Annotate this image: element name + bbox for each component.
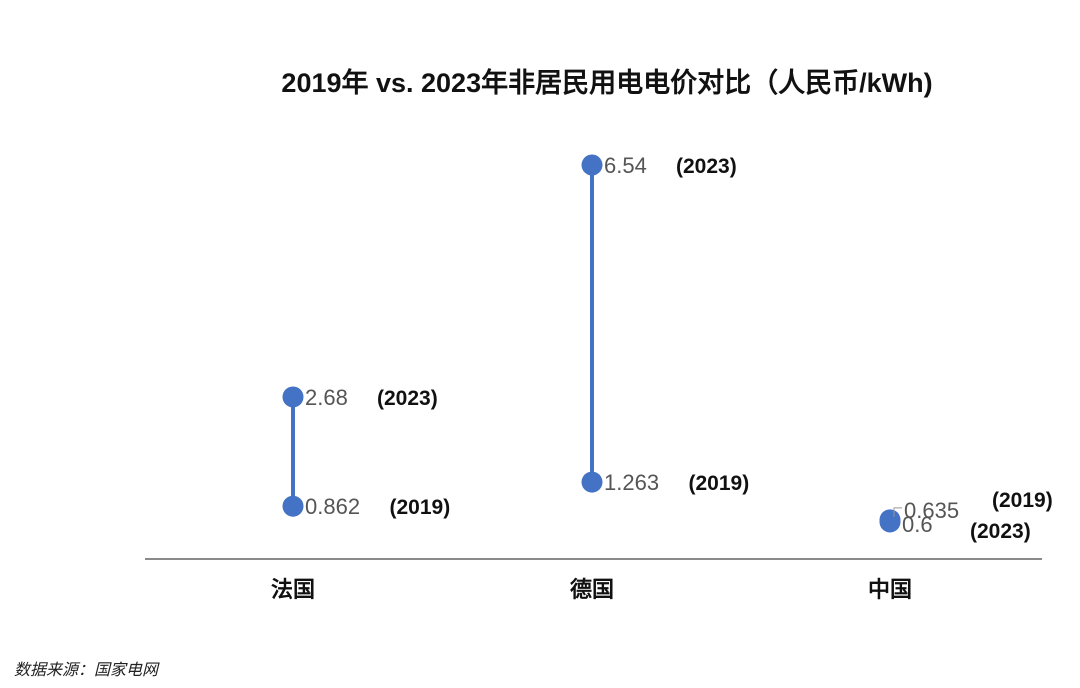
data-label-2023: 6.54 xyxy=(604,153,647,178)
year-label-2023: (2023) xyxy=(676,155,737,178)
year-label-2019: (2019) xyxy=(689,472,750,495)
point-2023 xyxy=(581,154,603,176)
x-tick-label: 德国 xyxy=(570,577,614,602)
point-2019 xyxy=(282,495,304,517)
x-tick-label: 法国 xyxy=(271,577,315,602)
data-label-2019: 0.862 xyxy=(305,494,360,519)
data-label-2019: 0.635 xyxy=(904,498,959,523)
point-2023 xyxy=(282,386,304,408)
point-2019 xyxy=(581,471,603,493)
x-tick-label: 中国 xyxy=(868,577,912,602)
source-note: 数据来源：国家电网 xyxy=(14,662,159,679)
year-label-2019: (2019) xyxy=(992,489,1053,512)
chart-title: 2019年 vs. 2023年非居民用电电价对比（人民币/kWh) xyxy=(281,67,932,98)
year-label-2023: (2023) xyxy=(377,387,438,410)
leader-line xyxy=(893,507,902,517)
year-label-2023: (2023) xyxy=(970,520,1031,543)
data-label-2023: 0.6 xyxy=(902,512,933,537)
year-label-2019: (2019) xyxy=(390,496,451,519)
data-label-2019: 1.263 xyxy=(604,470,659,495)
data-label-2023: 2.68 xyxy=(305,385,348,410)
point-2023 xyxy=(879,511,901,533)
